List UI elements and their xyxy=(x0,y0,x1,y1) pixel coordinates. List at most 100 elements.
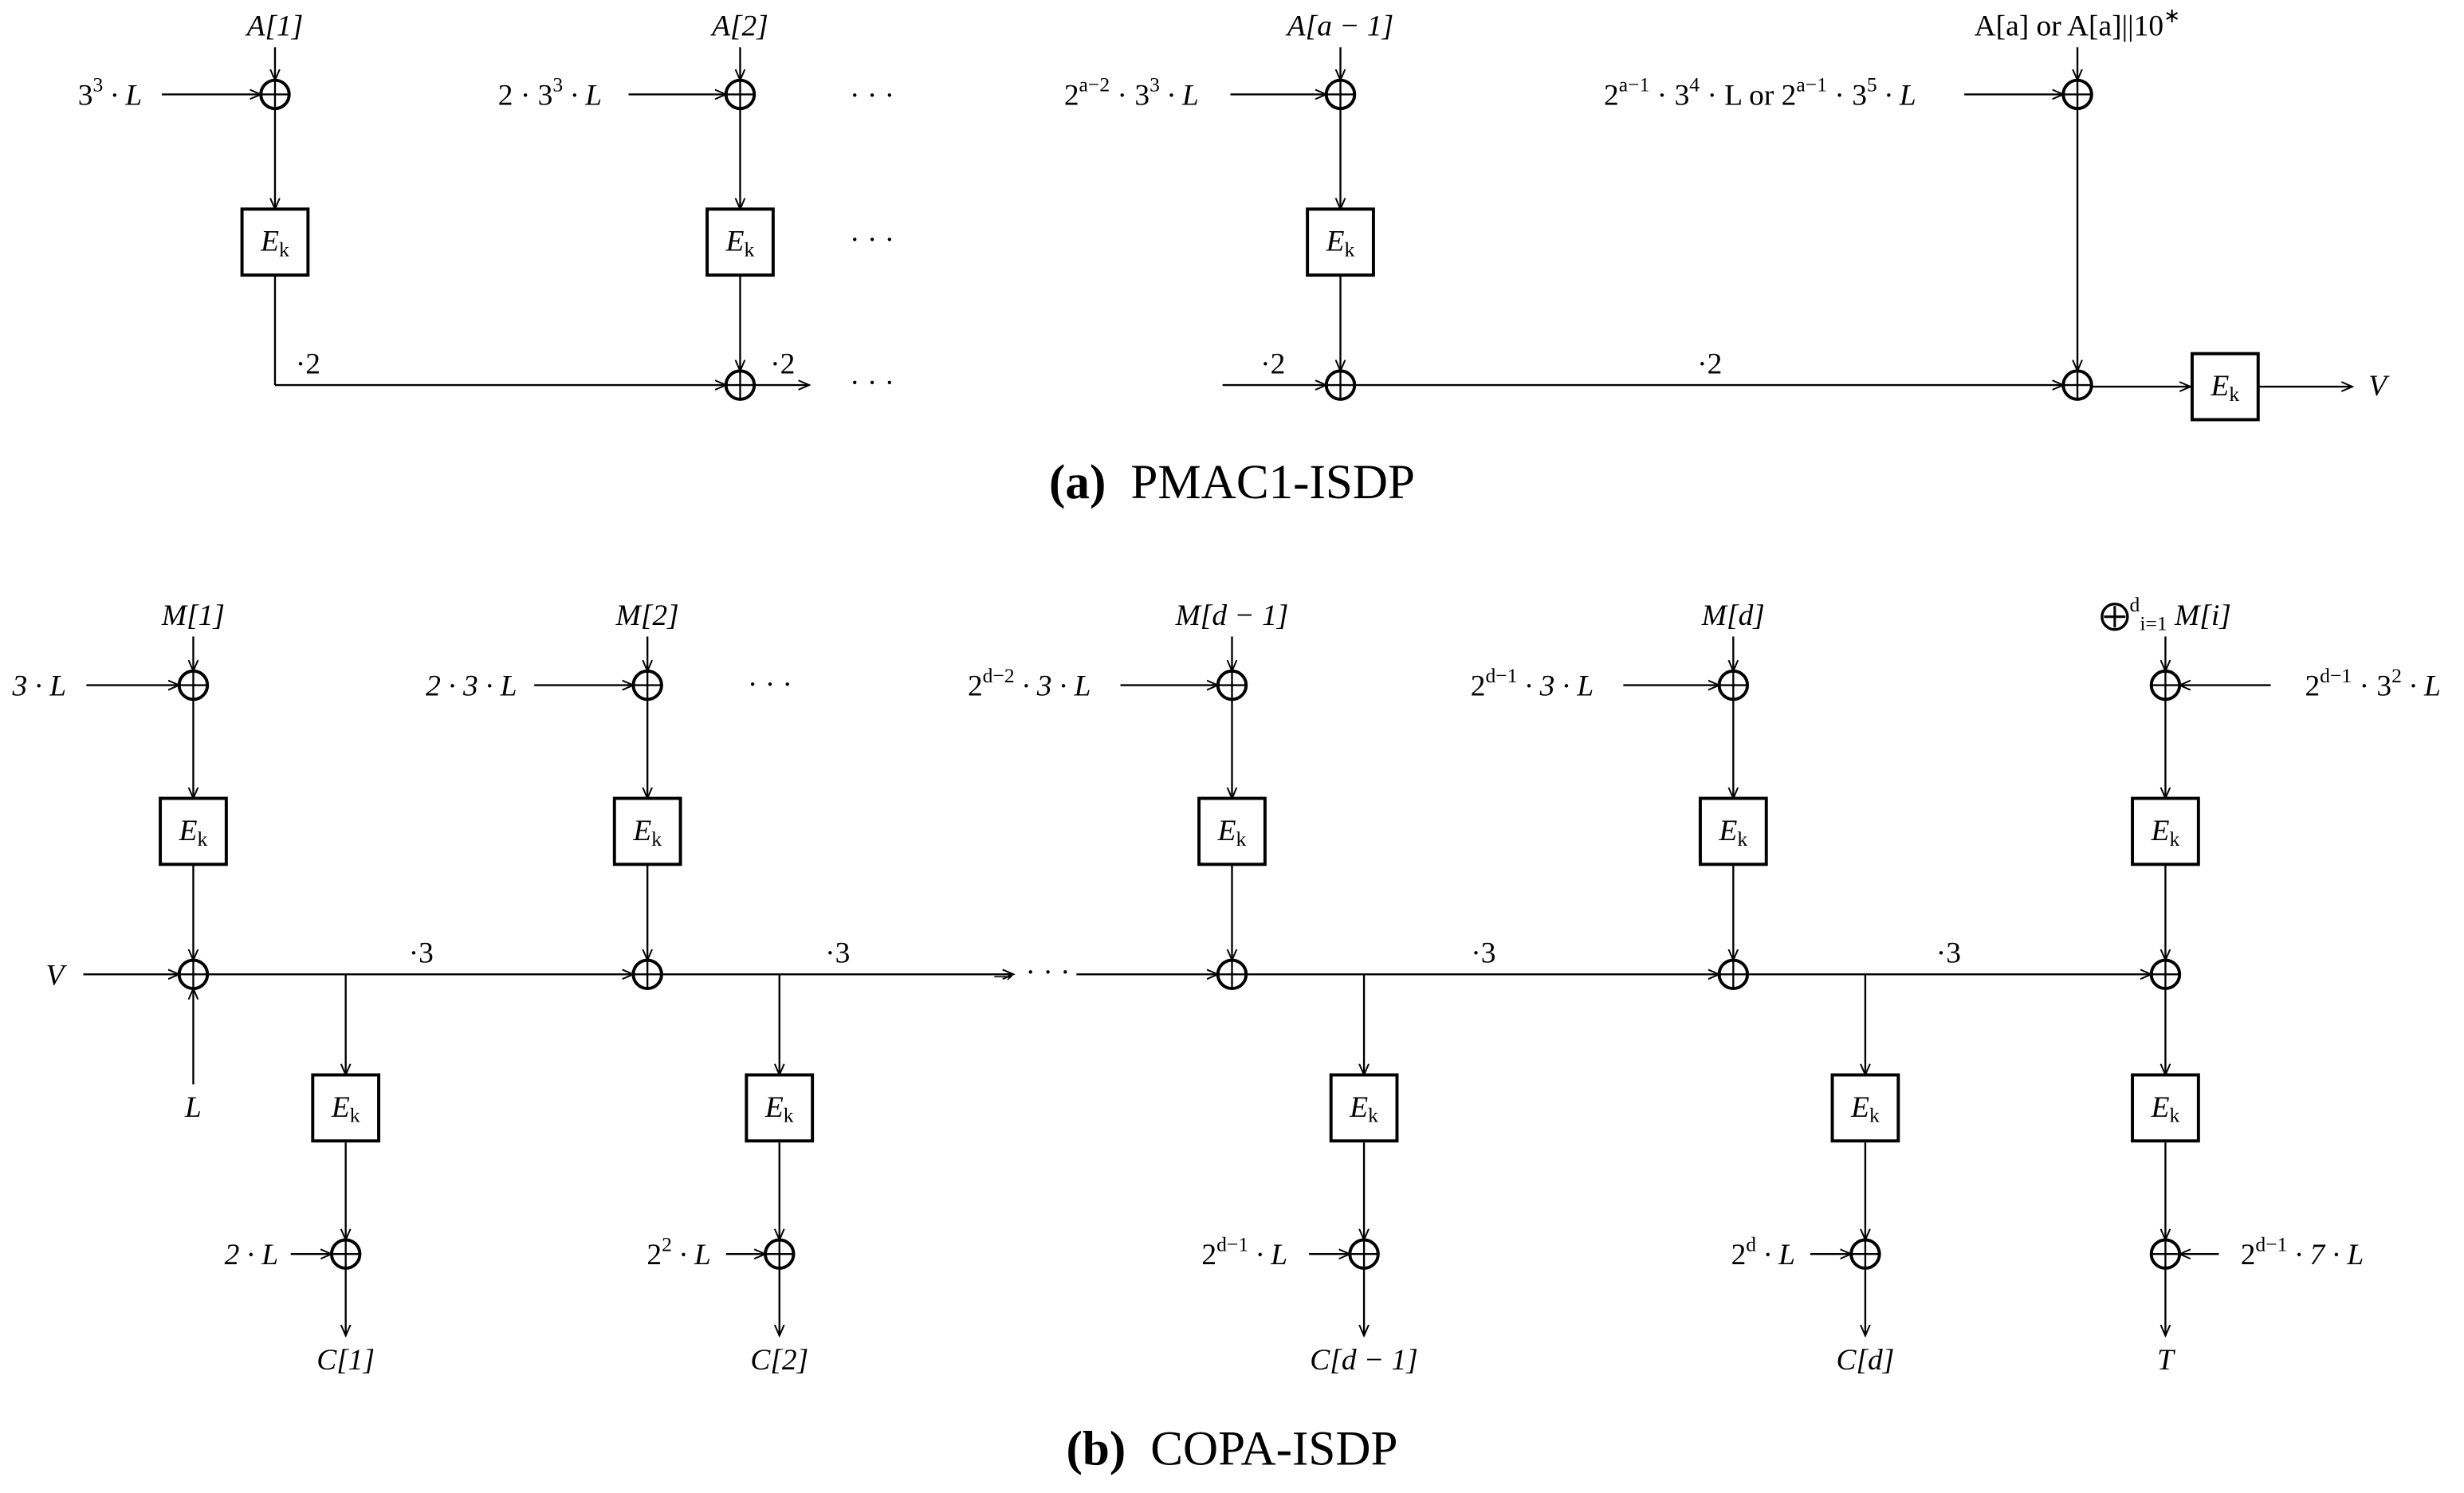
label-part: V xyxy=(2368,370,2390,403)
xor xyxy=(724,78,756,111)
label-part: E xyxy=(260,225,279,257)
label: M[2] xyxy=(615,599,679,631)
label-part: 2 · 3 · L xyxy=(426,670,517,702)
label-part: 2 xyxy=(1731,1239,1747,1271)
script: k xyxy=(651,827,662,851)
label: 2d−1 · 3 · L xyxy=(1471,664,1594,703)
label-part: A[2] xyxy=(709,10,768,42)
xor xyxy=(177,958,210,991)
label: 2d−2 · 3 · L xyxy=(968,664,1091,703)
caption-tag: (b) xyxy=(1067,1423,1126,1476)
label-part: V xyxy=(46,959,68,992)
label: ·2 xyxy=(1260,348,1285,380)
cipher-box xyxy=(311,1073,381,1143)
xor xyxy=(1324,78,1357,111)
cipher-box xyxy=(159,796,228,866)
script: d xyxy=(2130,593,2140,616)
xor xyxy=(1324,369,1357,401)
cipher-label: Ek xyxy=(764,1090,794,1126)
label-part: 2 · 3 xyxy=(498,79,553,112)
label: · · · xyxy=(850,223,894,256)
cipher-label: Ek xyxy=(1349,1090,1378,1126)
label: 22 · L xyxy=(646,1232,710,1271)
script: k xyxy=(1737,827,1747,851)
cipher-box xyxy=(1329,1073,1399,1143)
label: ·2 xyxy=(1697,348,1722,380)
script: k xyxy=(2169,827,2179,851)
label-part: 2 · L xyxy=(225,1239,279,1271)
label: 33 · L xyxy=(78,73,142,112)
label: 2a−1 · 34 · L or 2a−1 · 35 · L xyxy=(1604,73,1916,112)
label: T xyxy=(2157,1344,2176,1377)
label-part: 2 xyxy=(2241,1239,2256,1271)
cipher-label: Ek xyxy=(260,225,289,261)
label-part: M[d − 1] xyxy=(1175,599,1289,631)
label-part: · L xyxy=(1877,79,1916,112)
script: d−1 xyxy=(2320,664,2352,687)
xor xyxy=(724,369,756,401)
cipher-box xyxy=(1197,796,1267,866)
label-part: E xyxy=(331,1090,350,1123)
label-part: 2 xyxy=(1471,670,1486,702)
label: L xyxy=(184,1090,202,1123)
script: k xyxy=(2229,383,2239,406)
label-part: · 3 xyxy=(2352,670,2391,702)
script: 2 xyxy=(2391,664,2402,687)
cipher-label: Ek xyxy=(725,225,755,261)
label-part: ·2 xyxy=(1697,348,1722,380)
cipher-label: Ek xyxy=(2211,370,2240,406)
label-part: E xyxy=(1217,815,1236,847)
label-part: 2 xyxy=(1064,79,1079,112)
label: A[2] xyxy=(709,10,768,42)
cipher-label: Ek xyxy=(331,1090,360,1126)
label-part: · · · xyxy=(850,367,894,399)
cipher-box xyxy=(2131,1073,2200,1143)
label-part: E xyxy=(179,815,198,847)
script: a−1 xyxy=(1796,73,1827,96)
label: M[1] xyxy=(161,599,225,631)
label-part: E xyxy=(1850,1090,1869,1123)
caption-a: (a) PMAC1-ISDP xyxy=(1049,456,1415,509)
label: V xyxy=(2368,370,2390,403)
caption-b: (b) COPA-ISDP xyxy=(1067,1423,1398,1476)
label-part: C[d] xyxy=(1837,1344,1895,1377)
label-part: · 3 xyxy=(1649,79,1689,112)
script: k xyxy=(1368,1104,1378,1127)
label-part: T xyxy=(2157,1344,2176,1377)
label: A[1] xyxy=(245,10,304,42)
xor xyxy=(1348,1238,1380,1270)
label: ·2 xyxy=(770,348,795,380)
script: k xyxy=(198,827,208,851)
label-part: · · · xyxy=(748,668,792,701)
xor xyxy=(2149,958,2182,991)
label: · · · xyxy=(850,367,894,399)
script: 2 xyxy=(662,1232,672,1255)
caption-text: PMAC1-ISDP xyxy=(1130,456,1415,509)
xor xyxy=(2061,369,2093,401)
label-part: · L xyxy=(563,79,602,112)
cipher-label: Ek xyxy=(1850,1090,1880,1126)
label: A[a − 1] xyxy=(1285,10,1393,42)
label-part: · 3 · L xyxy=(1015,670,1091,702)
script: i=1 xyxy=(2140,612,2167,635)
label: ·2 xyxy=(296,348,320,380)
script: 5 xyxy=(1867,73,1877,96)
script: d−1 xyxy=(1485,664,1517,687)
cipher-label: Ek xyxy=(2151,1090,2180,1126)
cipher-box xyxy=(612,796,682,866)
script: d−1 xyxy=(2255,1232,2287,1255)
label-part: · 3 · L xyxy=(1518,670,1594,702)
label-part: E xyxy=(725,225,745,257)
script: k xyxy=(745,238,755,261)
label: 2d−1 · 7 · L xyxy=(2241,1232,2364,1271)
label: A[a] or A[a]||10∗ xyxy=(1975,4,2181,43)
label: ·3 xyxy=(409,937,434,969)
cipher-box xyxy=(2190,352,2260,422)
script: 3 xyxy=(552,73,563,96)
label-part: A[a − 1] xyxy=(1285,10,1393,42)
label-part: · L xyxy=(1756,1239,1795,1271)
label-part: A[1] xyxy=(245,10,304,42)
xor xyxy=(177,669,210,701)
label-part: E xyxy=(1719,815,1738,847)
label: C[2] xyxy=(750,1344,808,1377)
